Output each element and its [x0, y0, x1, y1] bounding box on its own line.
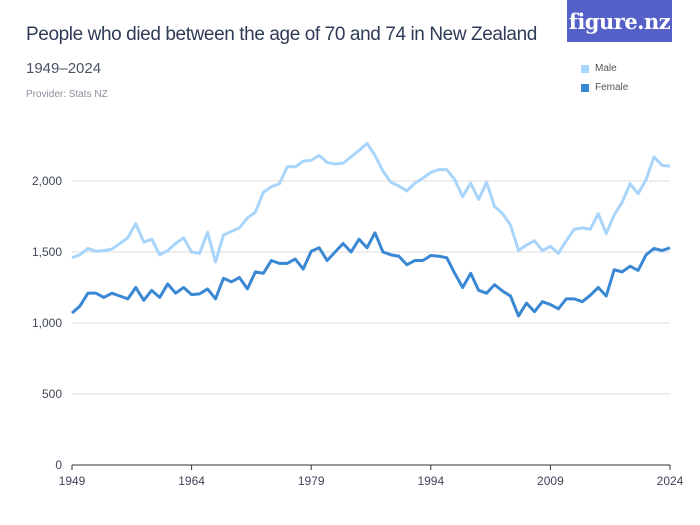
x-tick-label: 1979 [298, 474, 325, 488]
y-tick-label: 1,500 [32, 245, 62, 259]
provider-label: Provider: Stats NZ [26, 89, 108, 100]
chart-subtitle: 1949–2024 [26, 60, 102, 77]
legend-label-male: Male [595, 63, 617, 74]
x-tick-label: 1994 [417, 474, 444, 488]
y-tick-label: 2,000 [32, 174, 62, 188]
legend-item-male: Male [581, 63, 617, 74]
chart-title: People who died between the age of 70 an… [26, 24, 537, 45]
x-tick-label: 1964 [178, 474, 205, 488]
x-tick-label: 2009 [537, 474, 564, 488]
y-tick-label: 500 [42, 387, 62, 401]
legend-swatch-male [581, 64, 589, 73]
figure-nz-logo[interactable]: figure.nz [567, 0, 672, 42]
series-line-female [71, 231, 671, 318]
x-tick-label: 2024 [657, 474, 684, 488]
legend-swatch-female [581, 83, 589, 92]
y-tick-label: 1,000 [32, 316, 62, 330]
series-line-male [71, 141, 671, 264]
legend-label-female: Female [595, 82, 629, 93]
y-tick-label: 0 [55, 458, 62, 472]
legend-item-female: Female [581, 82, 628, 93]
x-tick-label: 1949 [59, 474, 86, 488]
